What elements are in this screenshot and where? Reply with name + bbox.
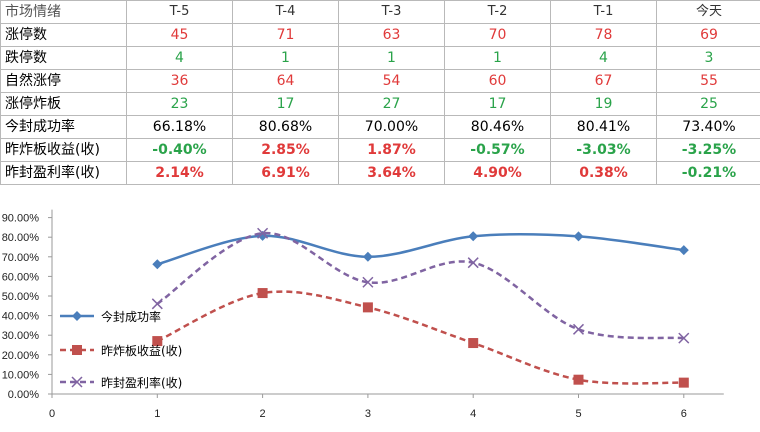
table-cell: 70	[444, 23, 551, 47]
table-cell: 80.46%	[444, 115, 551, 139]
x-tick-label: 4	[470, 408, 476, 420]
data-point	[467, 257, 479, 269]
header-cell: T-3	[338, 0, 445, 24]
legend-label: 今封成功率	[101, 309, 161, 324]
table-cell: 54	[338, 69, 445, 93]
series-line-2	[156, 290, 684, 385]
row-label: 今封成功率	[0, 115, 127, 139]
x-tick-label: 0	[49, 408, 55, 420]
row-label: 昨封盈利率(收)	[0, 161, 127, 185]
data-point	[257, 288, 268, 299]
x-tick-label: 1	[154, 408, 160, 420]
data-point	[152, 259, 163, 270]
table-cell: 66.18%	[126, 115, 233, 139]
table-cell: -0.57%	[444, 138, 551, 162]
y-tick-label: 90.00%	[2, 213, 40, 225]
y-tick-label: 10.00%	[2, 369, 40, 381]
row-label: 自然涨停	[0, 69, 127, 93]
x-tick-label: 3	[365, 408, 371, 420]
legend-marker	[72, 311, 82, 321]
y-tick-label: 40.00%	[2, 311, 40, 323]
y-tick-label: 20.00%	[2, 350, 40, 362]
y-tick-label: 70.00%	[2, 252, 40, 264]
y-tick-label: 0.00%	[8, 389, 39, 401]
y-tick-label: 80.00%	[2, 232, 40, 244]
legend-label: 昨炸板收益(收)	[101, 344, 182, 358]
legend-marker	[71, 376, 83, 388]
data-point	[362, 276, 374, 288]
x-tick-label: 5	[575, 408, 581, 420]
data-point	[468, 338, 479, 349]
legend-label: 昨封盈利率(收)	[101, 375, 182, 390]
data-point	[152, 336, 163, 347]
row-label: 涨停数	[0, 23, 127, 47]
table-cell: 1	[338, 46, 445, 70]
table-cell: 69	[656, 23, 760, 47]
table-cell: -0.40%	[126, 138, 233, 162]
table-cell: -3.25%	[656, 138, 760, 162]
table-cell: 0.38%	[550, 161, 657, 185]
data-point	[151, 298, 163, 310]
table-cell: 17	[232, 92, 339, 116]
table-header-row: 市场情绪 T-5 T-4 T-3 T-2 T-1 今天	[0, 0, 760, 24]
table-cell: 2.14%	[126, 161, 233, 185]
data-point	[573, 374, 584, 385]
legend-marker	[72, 345, 82, 355]
series-line-3	[156, 232, 684, 340]
table-cell: 45	[126, 23, 233, 47]
table-row: 昨封盈利率(收) 2.14% 6.91% 3.64% 4.90% 0.38% -0.21%	[0, 161, 760, 185]
table-cell: 70.00%	[338, 115, 445, 139]
x-tick-label: 6	[681, 408, 687, 420]
data-point	[678, 377, 689, 388]
data-point	[573, 231, 584, 242]
sentiment-table: 市场情绪 T-5 T-4 T-3 T-2 T-1 今天 涨停数 45 71 63 70 78 69 跌停数 4…	[0, 0, 760, 185]
row-label: 涨停炸板	[0, 92, 127, 116]
y-tick-label: 30.00%	[2, 330, 40, 342]
table-row: 涨停数 45 71 63 70 78 69	[0, 23, 760, 47]
data-point	[468, 231, 479, 242]
x-tick-label: 2	[260, 408, 266, 420]
series-line-1	[156, 232, 684, 266]
table-cell: 4.90%	[444, 161, 551, 185]
data-point	[257, 227, 269, 239]
data-point	[362, 251, 373, 262]
table-cell: -0.21%	[656, 161, 760, 185]
data-point	[678, 245, 689, 256]
header-cell: T-5	[126, 0, 233, 24]
table-cell: 55	[656, 69, 760, 93]
table-cell: 71	[232, 23, 339, 47]
table-cell: 2.85%	[232, 138, 339, 162]
table-cell: 64	[232, 69, 339, 93]
y-tick-label: 50.00%	[2, 291, 40, 303]
y-tick-label: 60.00%	[2, 271, 40, 283]
table-cell: 73.40%	[656, 115, 760, 139]
header-label: 市场情绪	[0, 0, 127, 24]
table-cell: 3.64%	[338, 161, 445, 185]
data-point	[572, 323, 585, 335]
row-label: 昨炸板收益(收)	[0, 138, 127, 162]
table-row: 自然涨停 36 64 54 60 67 55	[0, 69, 760, 93]
table-cell: 80.41%	[550, 115, 657, 139]
data-point	[678, 332, 690, 344]
data-point	[362, 302, 373, 313]
